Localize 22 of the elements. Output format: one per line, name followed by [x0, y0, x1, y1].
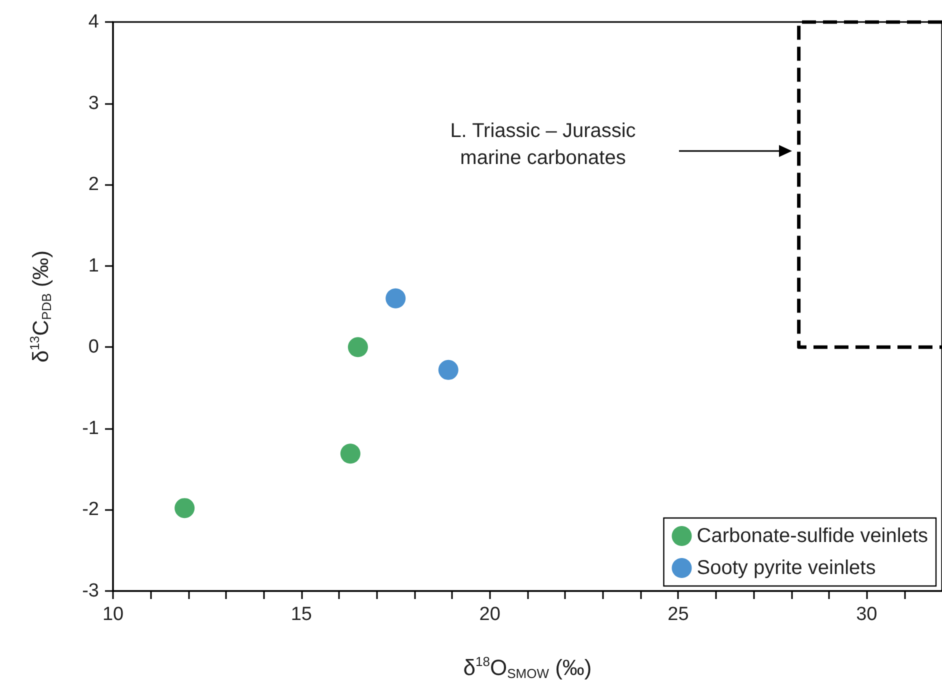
y-tick-label: 4 [88, 12, 100, 32]
x-tick-label: 25 [668, 604, 689, 625]
x-tick-label: 30 [856, 604, 878, 625]
point [348, 337, 368, 358]
y-tick-label: 0 [88, 336, 99, 358]
y-tick-label: -2 [82, 499, 99, 520]
point [340, 444, 360, 464]
point [438, 360, 458, 380]
y-tick-label: 3 [88, 92, 99, 114]
y-tick-label: 1 [88, 255, 99, 276]
legend-label: Carbonate-sulfide veinlets [696, 525, 928, 547]
point [386, 288, 406, 308]
point [174, 498, 195, 518]
y-tick-label: -1 [82, 418, 99, 439]
annotation: L. Triassic – Jurassic marine carbonates [449, 119, 637, 171]
x-tick-label: 10 [102, 604, 124, 625]
x-tick-label: 20 [479, 604, 500, 625]
legend-label: Sooty pyrite veinlets [696, 557, 876, 579]
y-tick-label: -3 [82, 580, 99, 602]
y-tick-label: 2 [88, 174, 99, 196]
y-axis-title: δ13CPDB (‰) [27, 250, 54, 363]
x-tick-label: 15 [290, 604, 312, 625]
